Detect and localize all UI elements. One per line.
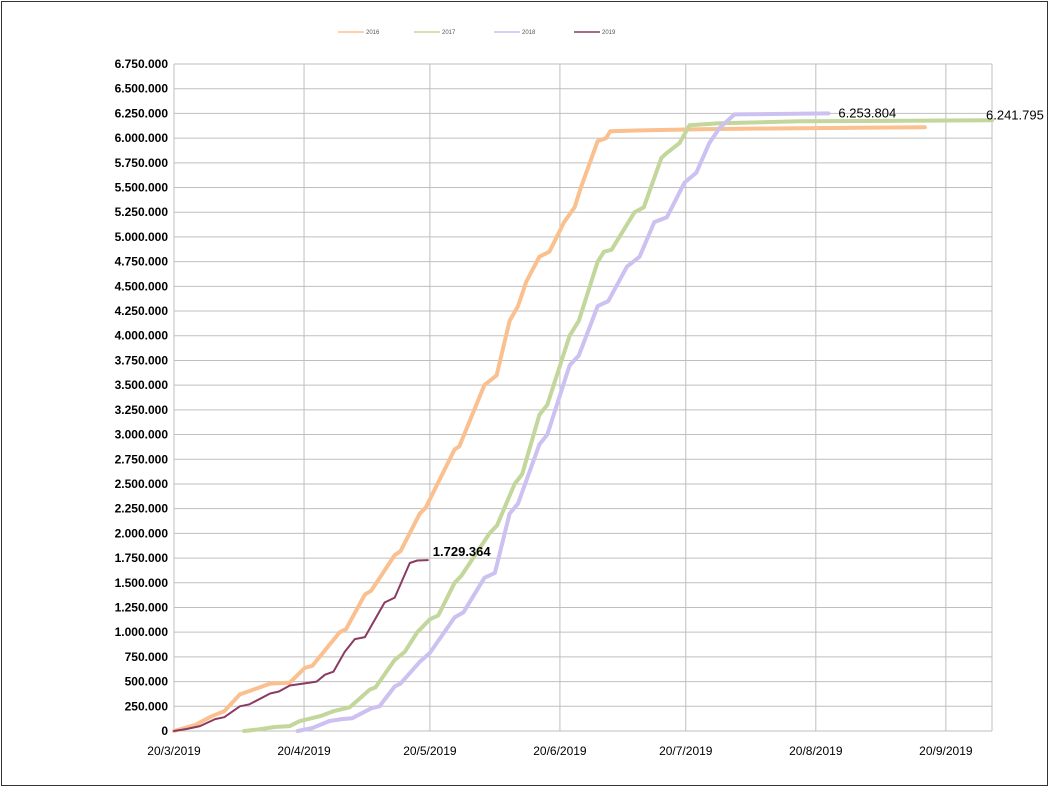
y-tick-label: 750.000 [125, 650, 169, 664]
series-line-2018 [295, 111, 831, 733]
x-tick-label: 20/9/2019 [919, 744, 973, 758]
x-tick-label: 20/5/2019 [403, 744, 457, 758]
y-tick-label: 500.000 [125, 675, 169, 689]
y-tick-label: 6.250.000 [115, 106, 169, 120]
x-tick-label: 20/8/2019 [789, 744, 843, 758]
series-lines [172, 111, 994, 733]
y-tick-label: 4.000.000 [115, 329, 169, 343]
y-tick-label: 6.000.000 [115, 131, 169, 145]
annotations: 1.729.364 6.253.804 6.241.795 [433, 105, 1044, 559]
x-tick-label: 20/3/2019 [147, 744, 201, 758]
x-axis-ticks: 20/3/2019 20/4/2019 20/5/2019 20/6/2019 20/7… [147, 744, 973, 758]
y-tick-label: 4.500.000 [115, 279, 169, 293]
y-tick-label: 3.250.000 [115, 403, 169, 417]
y-tick-label: 2.750.000 [115, 452, 169, 466]
y-tick-label: 1.250.000 [115, 600, 169, 614]
x-tick-label: 20/4/2019 [277, 744, 331, 758]
y-tick-label: 6.750.000 [115, 57, 169, 71]
data-label-2017: 6.241.795 [986, 107, 1044, 122]
series-line-2016 [172, 125, 927, 733]
y-tick-label: 3.750.000 [115, 353, 169, 367]
data-label-2018: 6.253.804 [838, 105, 896, 120]
y-tick-label: 2.500.000 [115, 477, 169, 491]
grid [173, 63, 993, 732]
y-tick-label: 3.500.000 [115, 378, 169, 392]
y-tick-label: 1.500.000 [115, 576, 169, 590]
y-tick-label: 4.750.000 [115, 255, 169, 269]
y-tick-label: 1.000.000 [115, 625, 169, 639]
y-tick-label: 2.250.000 [115, 502, 169, 516]
y-tick-label: 0 [161, 724, 168, 738]
y-tick-label: 1.750.000 [115, 551, 169, 565]
series-line-2017 [242, 118, 994, 733]
y-tick-label: 5.000.000 [115, 230, 169, 244]
y-tick-label: 6.500.000 [115, 82, 169, 96]
y-tick-label: 5.500.000 [115, 181, 169, 195]
legend-label-2018: 2018 [522, 30, 536, 36]
legend-label-2017: 2017 [442, 30, 456, 36]
legend-label-2019: 2019 [602, 30, 616, 36]
x-tick-label: 20/7/2019 [659, 744, 713, 758]
x-tick-label: 20/6/2019 [533, 744, 587, 758]
y-tick-label: 2.000.000 [115, 526, 169, 540]
y-tick-label: 4.250.000 [115, 304, 169, 318]
y-tick-label: 3.000.000 [115, 428, 169, 442]
y-tick-label: 5.250.000 [115, 205, 169, 219]
y-tick-label: 250.000 [125, 699, 169, 713]
data-label-2019: 1.729.364 [433, 544, 492, 559]
legend: 2016 2017 2018 2019 [338, 30, 616, 36]
y-axis-ticks: 0 250.000 500.000 750.000 1.000.000 1.250.000… [115, 57, 169, 738]
legend-label-2016: 2016 [366, 30, 380, 36]
y-tick-label: 5.750.000 [115, 156, 169, 170]
series-line-2019 [173, 559, 429, 732]
